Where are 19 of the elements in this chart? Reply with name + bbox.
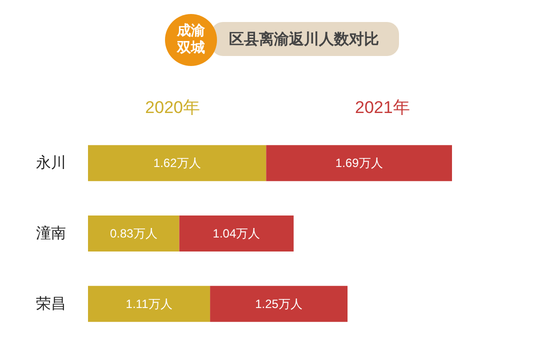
y-tick-label: 永川: [36, 154, 66, 172]
y-tick-label: 荣昌: [36, 295, 66, 312]
chart-title: 区县离渝返川人数对比: [211, 22, 399, 56]
data-label: 1.62万人: [153, 156, 201, 170]
bar: [88, 145, 266, 182]
data-label: 1.25万人: [255, 296, 302, 311]
chart-subtitle: 成渝双城: [165, 14, 217, 66]
bar: [88, 286, 210, 322]
series-label: 2020年: [145, 98, 200, 117]
bar: [266, 145, 452, 182]
y-tick-label: 潼南: [36, 225, 66, 242]
series-label: 2021年: [355, 98, 410, 117]
bar: [179, 216, 294, 252]
bar: [88, 216, 180, 252]
data-label: 0.83万人: [110, 226, 158, 240]
data-label: 1.11万人: [126, 296, 172, 311]
data-label: 1.04万人: [212, 226, 260, 240]
bar: [210, 286, 348, 322]
data-label: 1.69万人: [335, 156, 383, 170]
